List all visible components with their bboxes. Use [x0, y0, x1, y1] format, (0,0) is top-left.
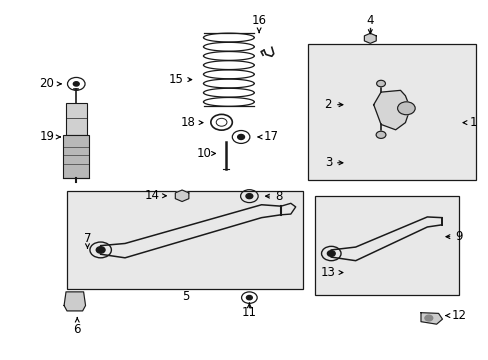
- Bar: [65, 103, 87, 135]
- Text: 3: 3: [324, 156, 342, 169]
- Polygon shape: [364, 33, 375, 43]
- Bar: [66, 191, 303, 289]
- Text: 12: 12: [445, 309, 466, 322]
- Circle shape: [246, 296, 252, 300]
- Text: 7: 7: [83, 232, 91, 248]
- Circle shape: [245, 194, 252, 199]
- Text: 13: 13: [320, 266, 342, 279]
- Text: 17: 17: [258, 130, 278, 144]
- Text: 15: 15: [168, 73, 191, 86]
- Text: 11: 11: [242, 303, 256, 319]
- Polygon shape: [175, 190, 188, 202]
- Circle shape: [397, 102, 414, 115]
- Text: 20: 20: [40, 77, 61, 90]
- Text: 8: 8: [265, 190, 282, 203]
- Circle shape: [237, 134, 244, 139]
- Circle shape: [73, 82, 79, 86]
- Polygon shape: [420, 313, 442, 324]
- Text: 4: 4: [366, 14, 373, 33]
- Polygon shape: [373, 90, 409, 130]
- Circle shape: [376, 80, 385, 87]
- Text: 5: 5: [182, 291, 189, 303]
- Text: 1: 1: [462, 116, 476, 129]
- Text: 16: 16: [251, 14, 266, 32]
- Text: 2: 2: [324, 98, 342, 111]
- Circle shape: [424, 315, 432, 321]
- Text: 10: 10: [196, 147, 215, 160]
- Circle shape: [375, 131, 385, 138]
- Text: 18: 18: [181, 116, 203, 129]
- Text: 14: 14: [144, 189, 166, 202]
- Polygon shape: [64, 292, 85, 311]
- Circle shape: [96, 247, 105, 253]
- Text: 9: 9: [445, 230, 462, 243]
- Bar: [315, 196, 458, 295]
- Circle shape: [327, 251, 334, 256]
- Bar: [307, 44, 475, 180]
- Text: 6: 6: [73, 318, 81, 336]
- Text: 19: 19: [40, 130, 60, 144]
- Bar: [63, 135, 89, 178]
